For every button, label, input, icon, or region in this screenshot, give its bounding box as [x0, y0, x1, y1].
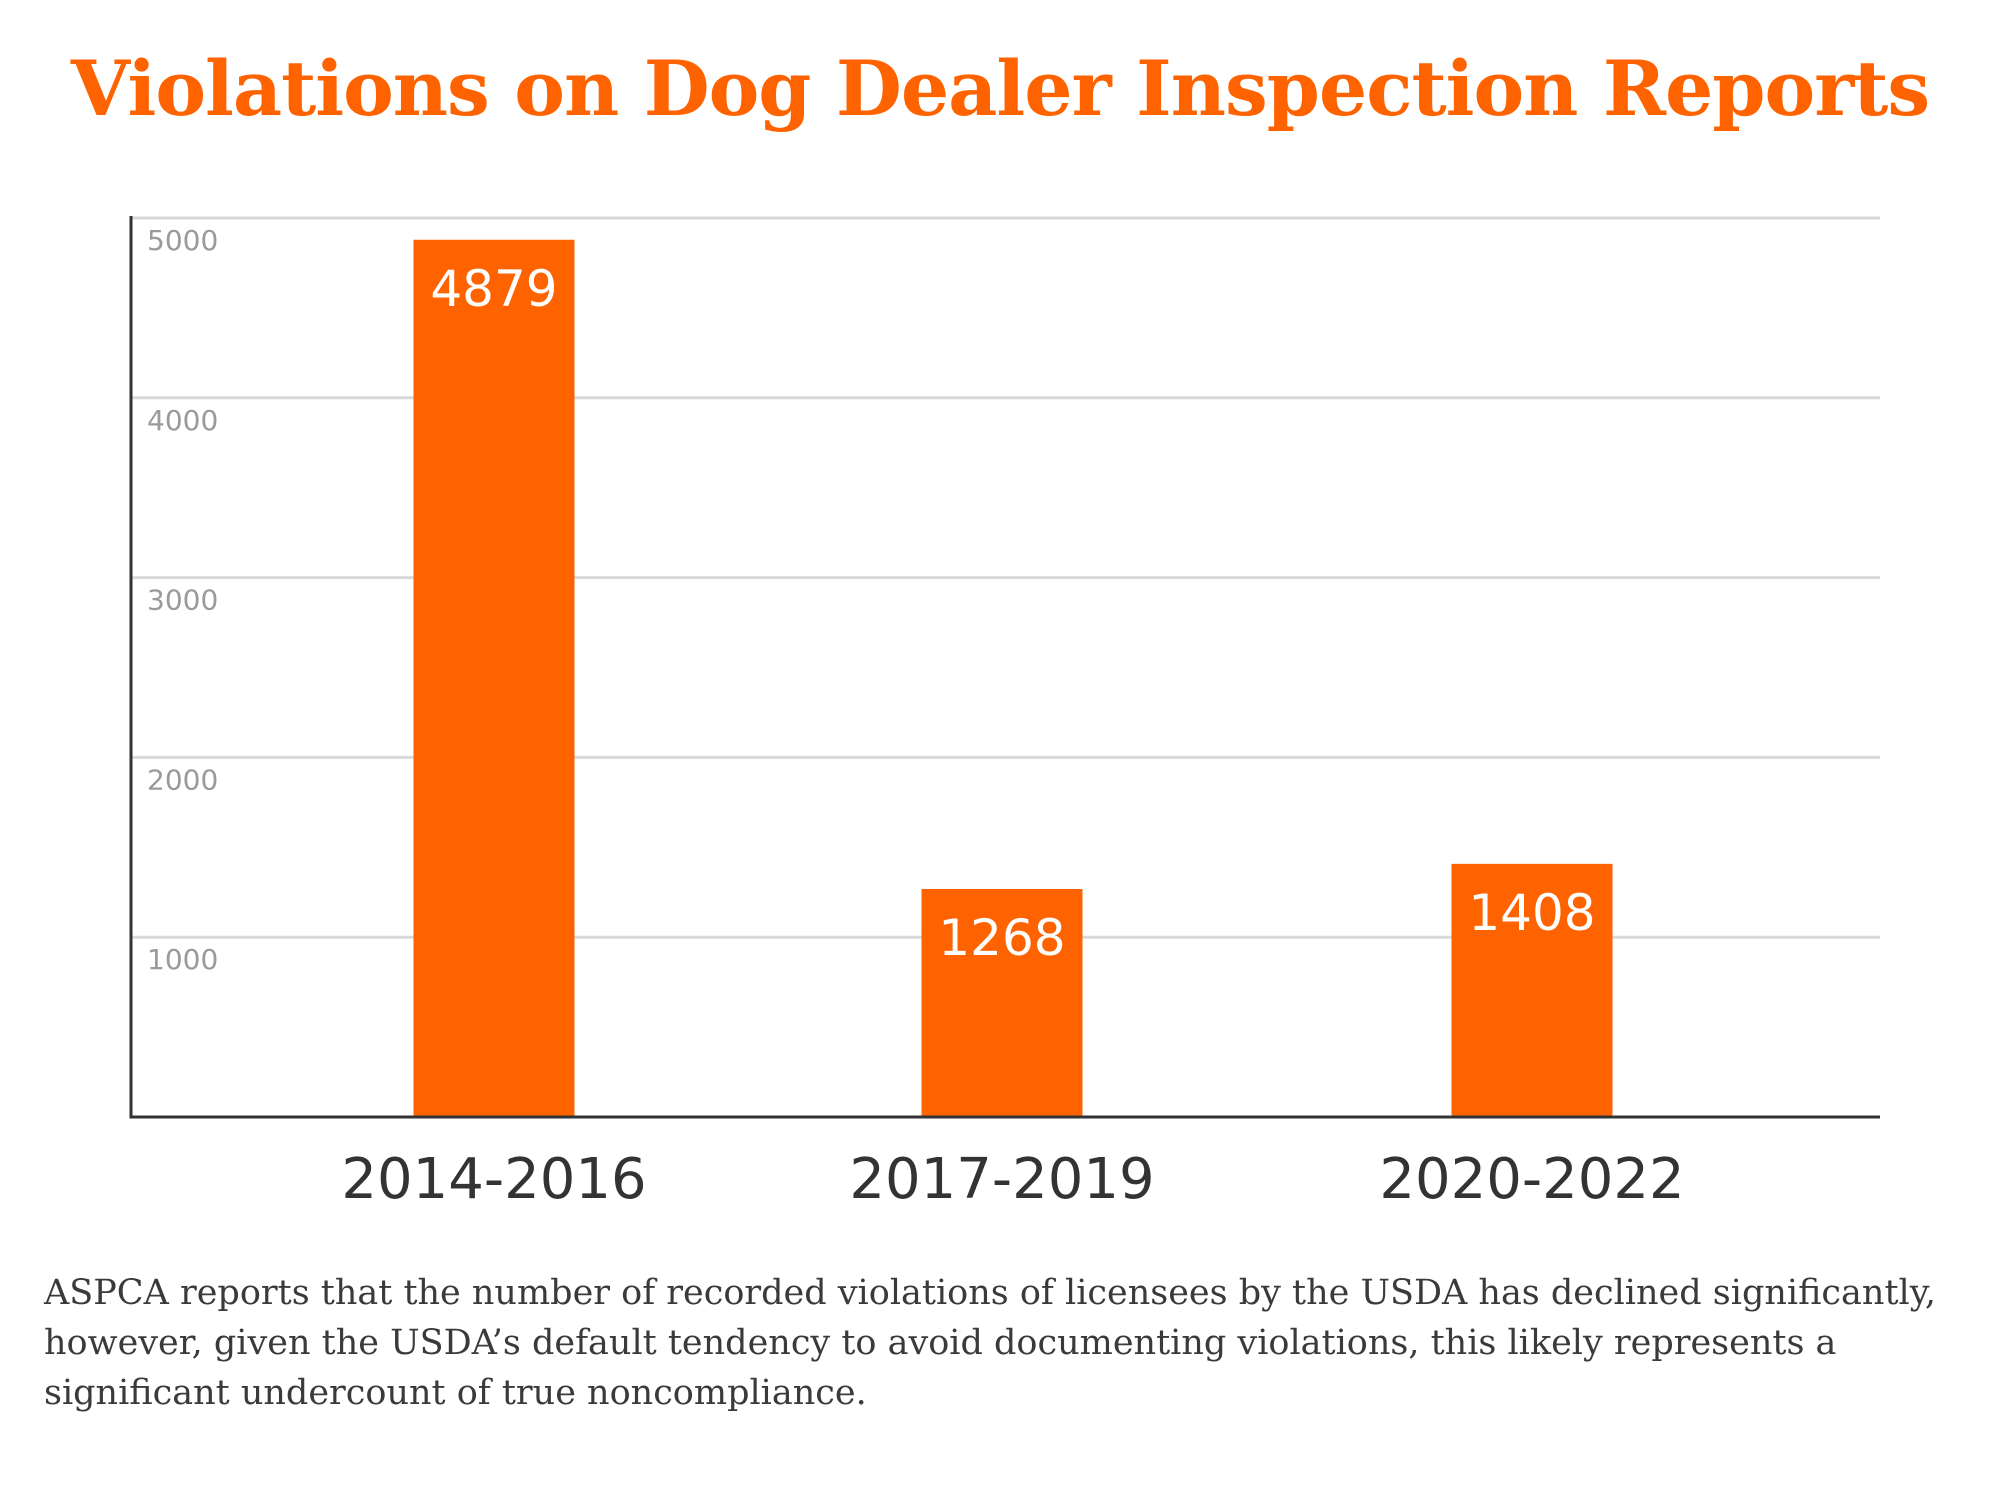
x-category-labels: 2014-2016 2017-2019 2020-2022	[341, 1147, 1684, 1212]
x-category-label: 2020-2022	[1379, 1147, 1684, 1212]
y-tick-label: 3000	[147, 584, 218, 617]
y-tick-label: 4000	[147, 404, 218, 437]
bar-value-label: 1268	[938, 909, 1065, 967]
y-tick-label: 2000	[147, 763, 218, 796]
bar-2014-2016	[413, 239, 575, 1117]
bars: 4879 1268 1408	[413, 239, 1613, 1117]
bar-value-label: 1408	[1468, 884, 1595, 942]
y-tick-labels: 1000 2000 3000 4000 5000	[147, 224, 218, 976]
gridlines	[131, 216, 1880, 939]
bar-2020-2022	[1451, 863, 1613, 1117]
axes	[129, 216, 1880, 1119]
x-category-label: 2014-2016	[341, 1147, 646, 1212]
x-category-label: 2017-2019	[849, 1147, 1154, 1212]
chart-caption: ASPCA reports that the number of recorde…	[44, 1273, 1936, 1413]
y-tick-label: 5000	[147, 224, 218, 257]
chart-title: Violations on Dog Dealer Inspection Repo…	[70, 44, 1930, 133]
y-tick-label: 1000	[147, 943, 218, 976]
bar-value-label: 4879	[430, 260, 557, 318]
bar-2017-2019	[921, 889, 1083, 1117]
